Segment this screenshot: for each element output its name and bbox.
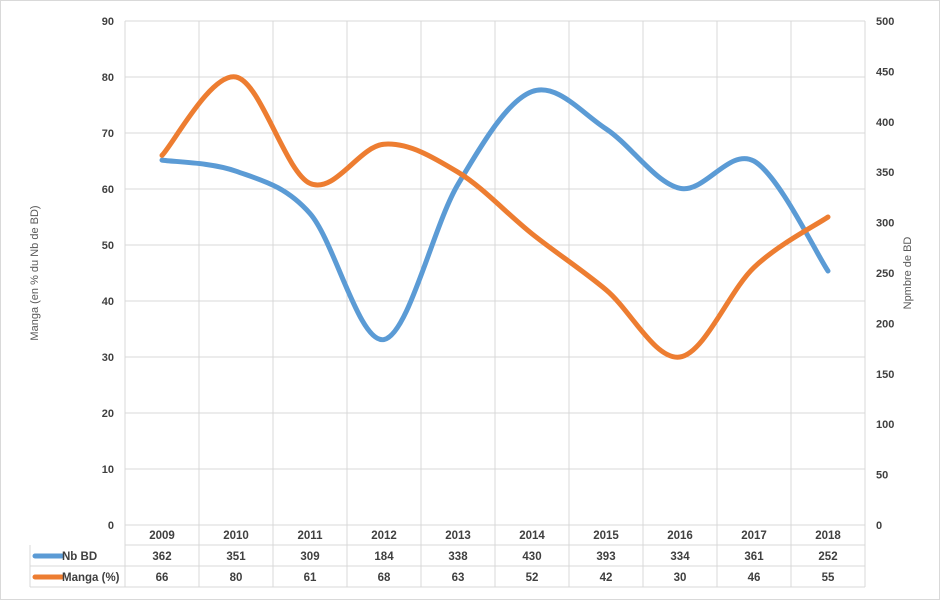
table-cell: 68 (378, 572, 391, 584)
left-tick-label: 30 (102, 352, 114, 364)
right-tick-label: 250 (876, 268, 894, 280)
category-label: 2012 (371, 530, 397, 542)
table-cell: 430 (522, 551, 541, 563)
right-tick-label: 100 (876, 419, 894, 431)
table-cell: 184 (374, 551, 394, 563)
left-axis-title: Manga (en % du Nb de BD) (29, 205, 41, 340)
left-tick-label: 10 (102, 464, 114, 476)
table-cell: 334 (670, 551, 690, 563)
table-cell: 30 (674, 572, 687, 584)
table-cell: 252 (818, 551, 837, 563)
table-cell: 66 (156, 572, 169, 584)
left-tick-label: 70 (102, 128, 114, 140)
category-label: 2010 (223, 530, 249, 542)
right-tick-label: 500 (876, 16, 894, 28)
category-label: 2018 (815, 530, 841, 542)
right-axis-title: Npmbre de BD (902, 237, 914, 310)
table-cell: 61 (304, 572, 317, 584)
table-cell: 338 (448, 551, 468, 563)
left-tick-label: 20 (102, 408, 114, 420)
series-line-manga (159, 74, 831, 360)
category-label: 2011 (298, 530, 324, 542)
right-tick-label: 450 (876, 66, 894, 78)
table-cell: 362 (152, 551, 171, 563)
left-tick-label: 80 (102, 72, 114, 84)
right-tick-label: 200 (876, 318, 894, 330)
right-tick-label: 300 (876, 218, 894, 230)
table-cell: 393 (596, 551, 615, 563)
category-label: 2017 (741, 530, 767, 542)
series-line-nb-bd (159, 87, 831, 343)
left-tick-label: 40 (102, 296, 114, 308)
category-label: 2013 (445, 530, 471, 542)
table-cell: 42 (600, 572, 613, 584)
table-cell: 52 (526, 572, 539, 584)
legend-label: Manga (%) (62, 572, 120, 584)
left-tick-label: 50 (102, 240, 114, 252)
category-label: 2014 (519, 530, 545, 542)
left-tick-label: 90 (102, 16, 114, 28)
category-label: 2009 (149, 530, 175, 542)
right-tick-label: 0 (876, 520, 882, 532)
right-tick-label: 50 (876, 470, 888, 482)
table-cell: 309 (300, 551, 319, 563)
legend-label: Nb BD (62, 551, 97, 563)
table-cell: 46 (748, 572, 761, 584)
category-label: 2016 (667, 530, 693, 542)
right-tick-label: 400 (876, 117, 894, 129)
table-cell: 55 (822, 572, 835, 584)
left-tick-label: 0 (108, 520, 114, 532)
right-tick-label: 150 (876, 369, 894, 381)
table-cell: 351 (226, 551, 246, 563)
table-cell: 80 (230, 572, 243, 584)
table-cell: 361 (744, 551, 764, 563)
right-tick-label: 350 (876, 167, 894, 179)
category-label: 2015 (593, 530, 619, 542)
left-tick-label: 60 (102, 184, 114, 196)
table-cell: 63 (452, 572, 465, 584)
